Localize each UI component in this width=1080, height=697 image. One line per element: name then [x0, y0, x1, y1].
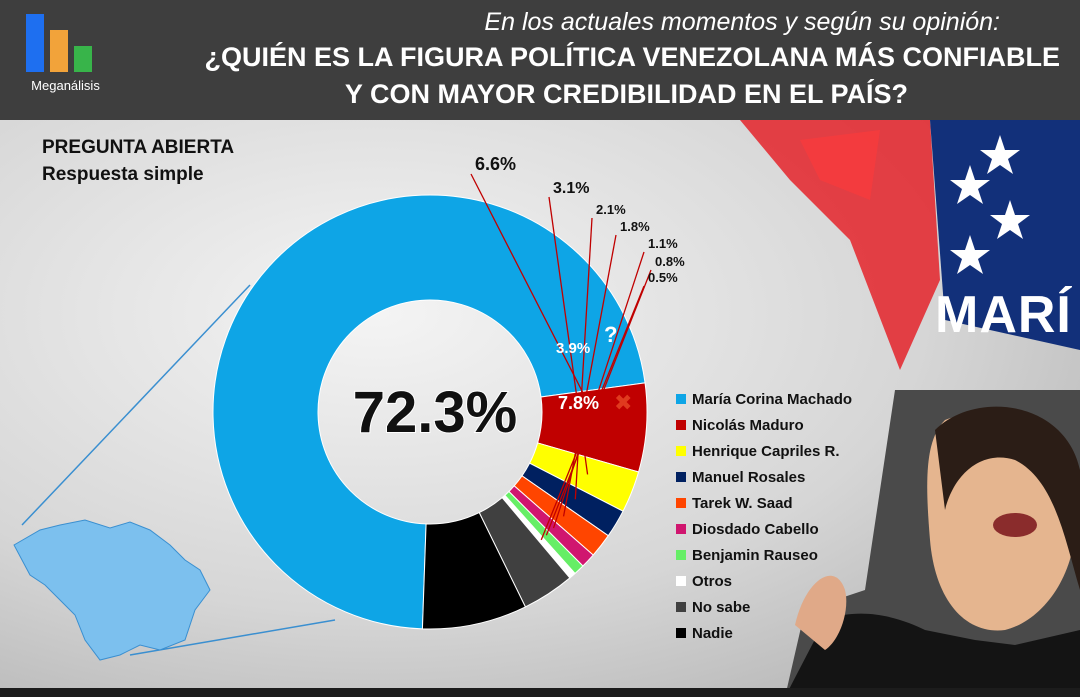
legend-label: Nicolás Maduro [692, 416, 804, 434]
legend-item: Diosdado Cabello [676, 516, 852, 542]
leader-line-2 [470, 173, 600, 425]
question-mark-icon: ? [604, 322, 617, 347]
meganalisis-logo: Meganálisis [18, 14, 108, 100]
legend-item: No sabe [676, 594, 852, 620]
legend-label: No sabe [692, 598, 751, 616]
leader-line-7 [545, 269, 652, 536]
legend-label: Diosdado Cabello [692, 520, 819, 538]
bottom-bar [0, 688, 1080, 697]
data-label-8: 0.5% [648, 270, 678, 285]
bar-chart-icon [26, 14, 92, 72]
portrait-image [785, 390, 1080, 697]
slice-10 [421, 511, 527, 630]
leader-line-6 [552, 251, 645, 529]
question-note: PREGUNTA ABIERTA Respuesta simple [42, 134, 234, 188]
legend-label: Benjamin Rauseo [692, 546, 818, 564]
legend-swatch [676, 394, 686, 404]
note-line-2: Respuesta simple [42, 164, 204, 185]
data-label-6: 1.1% [648, 236, 678, 251]
legend-swatch [676, 524, 686, 534]
chart-legend: María Corina Machado Nicolás Maduro Henriq… [676, 386, 852, 646]
legend-item: Tarek W. Saad [676, 490, 852, 516]
venezuela-map-icon [13, 284, 336, 661]
legend-label: Otros [692, 572, 733, 590]
legend-item: Nadie [676, 620, 852, 646]
data-label-5: 1.8% [620, 219, 650, 234]
legend-swatch [676, 472, 686, 482]
legend-label: Tarek W. Saad [692, 494, 793, 512]
data-label-9: 3.9% [556, 340, 590, 357]
data-label-3: 3.1% [553, 180, 589, 197]
data-label-4: 2.1% [596, 202, 626, 217]
legend-label: Manuel Rosales [692, 468, 806, 486]
logo-text: Meganálisis [31, 78, 100, 93]
donut-chart: 6.6% 3.1% 2.1% 1.8% 1.1% 0.8%0.5% 72.3% 3.9%? 7.… [13, 154, 685, 661]
leader-line-8 [540, 285, 645, 541]
legend-label: Nadie [692, 624, 733, 642]
legend-item: Benjamin Rauseo [676, 542, 852, 568]
leader-line-3 [548, 196, 589, 475]
legend-swatch [676, 576, 686, 586]
header-bar: Meganálisis En los actuales momentos y s… [0, 0, 1080, 120]
legend-swatch [676, 628, 686, 638]
cross-icon: ✖ [614, 391, 632, 416]
data-label-1: 72.3% [353, 380, 517, 445]
legend-swatch [676, 420, 686, 430]
legend-label: Henrique Capriles R. [692, 442, 840, 460]
title-line-1: ¿QUIÉN ES LA FIGURA POLÍTICA VENEZOLANA … [204, 42, 1061, 72]
legend-item: Nicolás Maduro [676, 412, 852, 438]
legend-item: María Corina Machado [676, 386, 852, 412]
data-label-2: 6.6% [475, 154, 516, 174]
legend-label: María Corina Machado [692, 390, 853, 408]
data-label-7: 0.8% [655, 254, 685, 269]
flag-graphic [740, 120, 1080, 370]
legend-swatch [676, 550, 686, 560]
legend-item: Manuel Rosales [676, 464, 852, 490]
legend-item: Otros [676, 568, 852, 594]
subtitle: En los actuales momentos y según su opin… [484, 8, 1000, 36]
data-label-10: 7.8% [558, 393, 599, 413]
legend-swatch [676, 602, 686, 612]
banner-text: MARÍ [935, 286, 1072, 344]
legend-swatch [676, 446, 686, 456]
note-line-1: PREGUNTA ABIERTA [42, 137, 235, 158]
legend-swatch [676, 498, 686, 508]
title-line-2: Y CON MAYOR CREDIBILIDAD EN EL PAÍS? [344, 79, 908, 109]
legend-item: Henrique Capriles R. [676, 438, 852, 464]
